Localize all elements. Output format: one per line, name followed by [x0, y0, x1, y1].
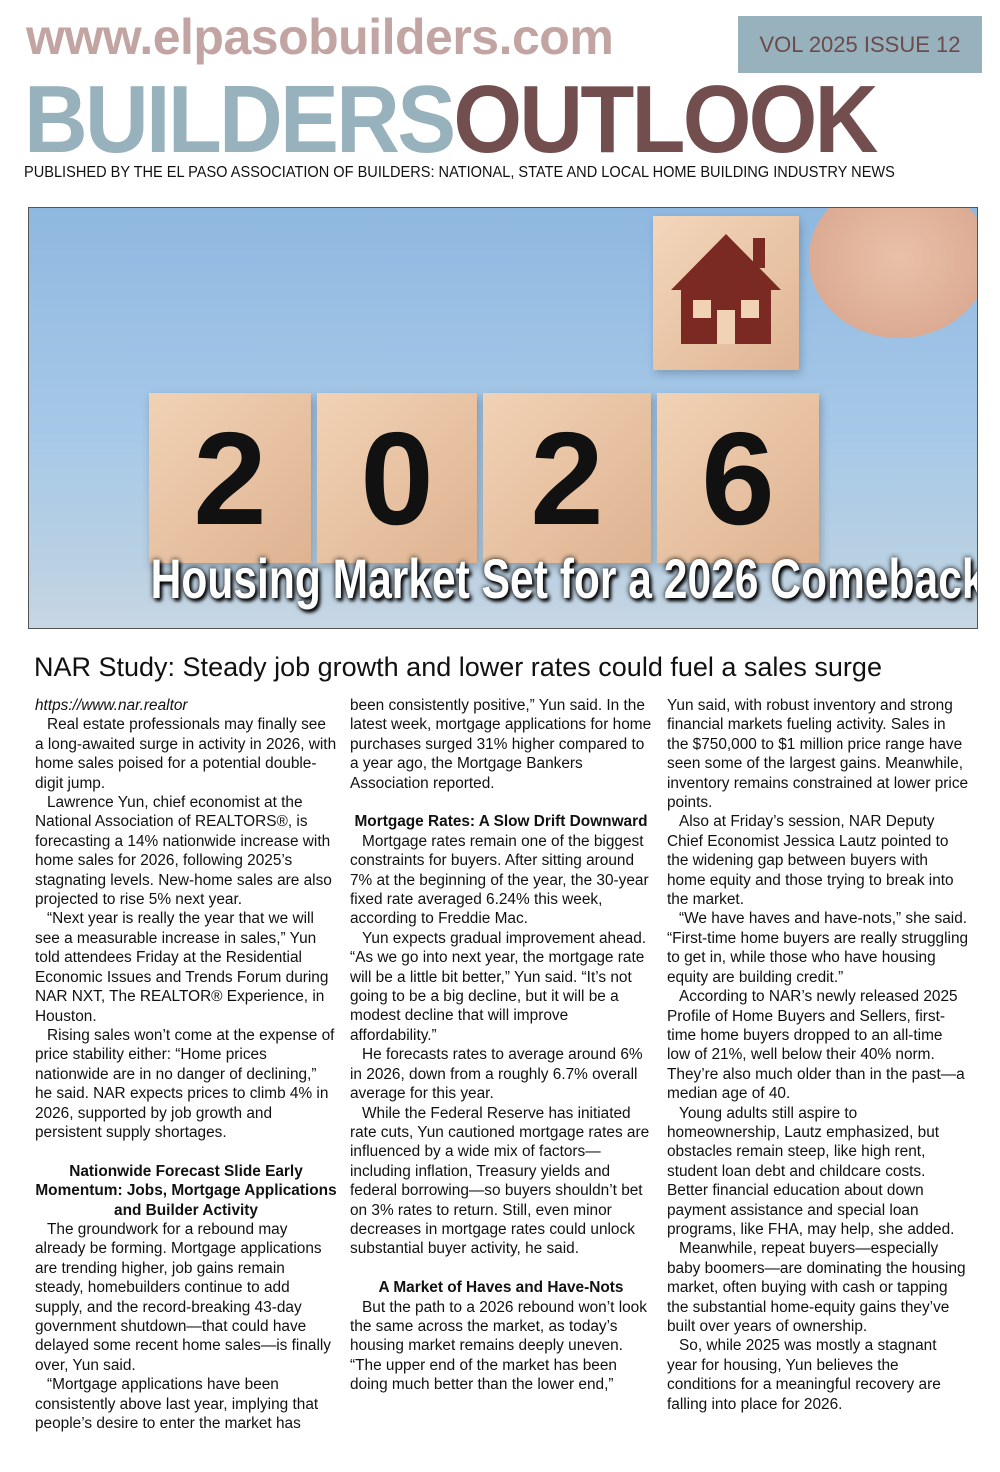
digit-block: 6: [657, 393, 819, 563]
digit: 0: [360, 404, 434, 552]
masthead: BUILDERSOUTLOOK: [24, 72, 878, 168]
section-heading: Nationwide Forecast Slide Early Momentum…: [35, 1162, 337, 1219]
paragraph: Also at Friday’s session, NAR Deputy Chi…: [667, 813, 954, 909]
paragraph: He forecasts rates to average around 6% …: [350, 1046, 643, 1103]
digit-block: 0: [317, 393, 477, 563]
paragraph: But the path to a 2026 rebound won’t loo…: [350, 1298, 647, 1355]
house-icon: [671, 234, 781, 344]
column-2: been consistently positive,” Yun said. I…: [350, 696, 652, 1395]
publisher-line: PUBLISHED BY THE EL PASO ASSOCIATION OF …: [24, 164, 895, 181]
paragraph: Meanwhile, repeat buyers—especially baby…: [667, 1240, 966, 1335]
article-headline: NAR Study: Steady job growth and lower r…: [34, 652, 882, 682]
paragraph: According to NAR’s newly released 2025 P…: [667, 988, 965, 1103]
paragraph: Lawrence Yun, chief economist at the Nat…: [35, 794, 332, 909]
digit: 6: [701, 404, 775, 552]
issue-text: VOL 2025 ISSUE 12: [759, 31, 961, 57]
digit: 2: [530, 404, 604, 552]
digit-block: 2: [149, 393, 311, 563]
issue-badge: VOL 2025 ISSUE 12: [738, 16, 982, 73]
column-3: Yun said, with robust inventory and stro…: [667, 696, 969, 1414]
website-url: www.elpasobuilders.com: [26, 9, 614, 65]
paragraph: “We have haves and have-nots,” she said.…: [667, 910, 969, 986]
masthead-outlook: OUTLOOK: [453, 66, 878, 173]
paragraph: “Next year is really the year that we wi…: [35, 910, 329, 1025]
masthead-builders: BUILDERS: [24, 66, 456, 173]
house-block: [653, 216, 799, 370]
section-heading: Mortgage Rates: A Slow Drift Downward: [354, 813, 648, 831]
paragraph: Yun said, with robust inventory and stro…: [667, 697, 969, 812]
paragraph: been consistently positive,” Yun said. I…: [350, 697, 652, 792]
finger-graphic: [809, 208, 977, 338]
source-link[interactable]: https://www.nar.realtor: [35, 697, 188, 714]
paragraph: “The upper end of the market has been do…: [350, 1356, 617, 1394]
digit: 2: [193, 404, 267, 552]
paragraph: Yun expects gradual improvement ahead. “…: [350, 929, 647, 1044]
paragraph: “Mortgage applications have been consist…: [35, 1376, 319, 1433]
paragraph: So, while 2025 was mostly a stagnant yea…: [667, 1337, 941, 1413]
hero-image: 2 0 2 6 Housing Market Set for a 2026 Co…: [28, 207, 978, 629]
hero-title: Housing Market Set for a 2026 Comeback: [150, 547, 978, 610]
paragraph: While the Federal Reserve has initiated …: [350, 1104, 650, 1258]
digit-block: 2: [483, 393, 651, 563]
paragraph: Real estate professionals may finally se…: [35, 716, 337, 792]
section-heading: A Market of Haves and Have-Nots: [378, 1279, 624, 1297]
paragraph: The groundwork for a rebound may already…: [35, 1220, 331, 1374]
column-1: https://www.nar.realtor Real estate prof…: [35, 696, 337, 1433]
paragraph: Rising sales won’t come at the expense o…: [35, 1026, 335, 1141]
paragraph: Mortgage rates remain one of the biggest…: [350, 832, 649, 928]
paragraph: Young adults still aspire to homeownersh…: [667, 1104, 955, 1238]
